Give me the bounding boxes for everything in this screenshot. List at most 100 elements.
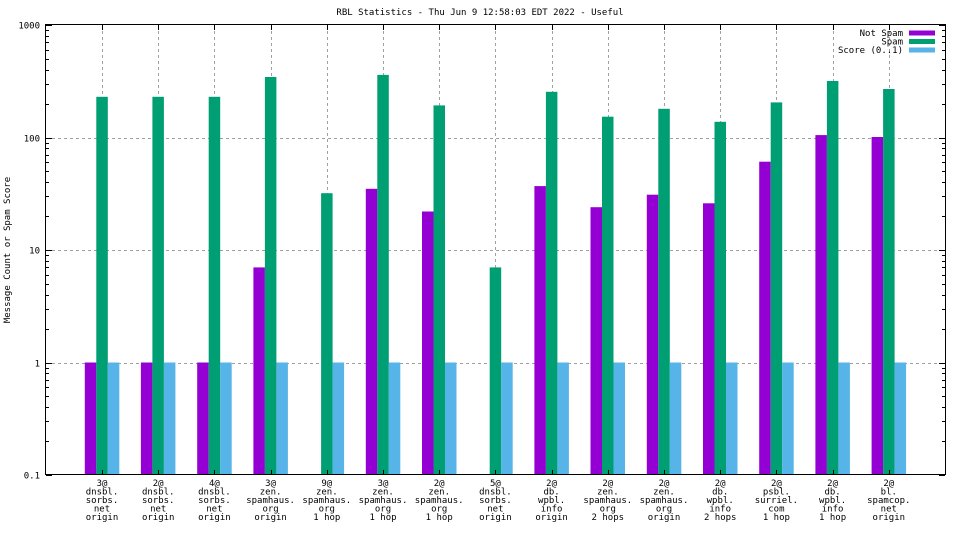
bar-score-0-1 [838,362,850,475]
x-tick-label: 2@ zen. spamhaus. org origin [640,479,689,523]
x-tick-label-line: org [656,505,672,515]
bar-score-0-1 [220,362,232,475]
x-tick-label-line: 1 hop [819,513,846,523]
bar-spam [658,108,670,476]
y-axis-label: Message Count or Spam Score [3,177,13,323]
x-tick-label-line: 2@ [153,479,164,489]
bar-not-spam [84,362,97,475]
x-tick-label-line: origin [873,513,906,523]
x-tick-label-line: origin [86,513,119,523]
bar-spam [545,91,558,476]
x-tick-label-line: org [375,505,391,515]
x-tick-label-line: wpbl. [707,496,734,506]
bar-score-0-1 [332,362,345,475]
x-tick-label: 3@ dnsbl. sorbs. net origin [86,479,119,523]
bar-not-spam [534,186,546,475]
x-tick-label-line: sorbs. [86,496,119,506]
bar-score-0-1 [669,362,682,475]
x-tick-label-line: 2@ [883,479,894,489]
x-tick-label-line: db. [543,488,559,498]
x-tick-label-line: 2@ [602,479,613,489]
x-tick-label-line: zen. [653,488,675,498]
legend-swatch [909,39,935,44]
x-tick-label-line: zen. [260,488,282,498]
legend-swatch [909,47,935,53]
x-tick-label: 2@ dnsbl. sorbs. net origin [142,479,175,523]
x-tick-label-line: spamhaus. [640,496,689,506]
bar-score-0-1 [163,362,176,475]
bar-score-0-1 [107,362,120,475]
x-tick-label-line: zen. [428,488,450,498]
x-tick-label-line: dnsbl. [86,488,119,498]
bar-spam [883,89,895,475]
bar-spam [321,193,333,475]
x-tick-label: 3@ zen. spamhaus. org origin [246,479,295,523]
x-tick-label-line: origin [254,513,287,523]
bar-score-0-1 [557,362,569,475]
x-tick-label-line: spamhaus. [246,496,295,506]
x-tick-label-line: db. [824,488,840,498]
x-tick-label-line: net [150,505,166,515]
x-tick-label-line: net [206,505,222,515]
x-tick-label-line: spamhaus. [583,496,632,506]
x-tick-label-line: 5@ [490,479,501,489]
bar-score-0-1 [894,362,907,475]
x-tick-label-line: spamcop. [867,496,910,506]
x-tick-label-line: 2@ [434,479,445,489]
x-tick-label-line: com [768,505,784,515]
chart-title: RBL Statistics - Thu Jun 9 12:58:03 EDT … [336,8,623,18]
bar-score-0-1 [782,362,794,475]
bar-spam [96,96,108,476]
x-tick-label-line: bl. [881,488,897,498]
legend-label: Not Spam [860,29,903,39]
x-tick-label: 9@ zen. spamhaus. org 1 hop [302,479,351,523]
x-tick-label-line: origin [535,513,568,523]
bar-not-spam [703,203,715,476]
x-tick-label-line: info [709,505,731,515]
x-tick-label-line: org [319,505,335,515]
x-tick-label-line: wpbl. [819,496,846,506]
bar-spam [433,105,445,476]
x-tick-label-line: sorbs. [198,496,231,506]
x-tick-label-line: 3@ [97,479,108,489]
bar-not-spam [871,137,884,475]
x-tick-label-line: spamhaus. [415,496,464,506]
bar-not-spam [422,211,434,475]
bar-spam [489,267,502,475]
bar-spam [152,96,164,476]
x-tick-label: 5@ dnsbl. sorbs. net origin [479,479,512,523]
x-tick-label-line: 1 hop [426,513,453,523]
x-tick-label: 2@ psbl. surriel. com 1 hop [755,479,798,523]
x-tick-label-line: db. [712,488,728,498]
x-tick-label-line: sorbs. [479,496,512,506]
x-tick-label-line: dnsbl. [142,488,175,498]
bar-not-spam [646,194,659,475]
x-tick-label-line: 3@ [378,479,389,489]
x-tick-label-line: 2@ [771,479,782,489]
bar-spam [826,81,839,475]
bar-score-0-1 [726,362,738,475]
x-tick-label: 2@ db. wpbl. info 2 hops [704,479,737,523]
x-tick-label: 3@ zen. spamhaus. org 1 hop [359,479,408,523]
x-tick-label-line: info [541,505,563,515]
x-tick-label-line: origin [142,513,175,523]
x-tick-label-line: org [431,505,447,515]
x-tick-label-line: zen. [597,488,619,498]
bar-score-0-1 [388,362,401,475]
x-tick-label-line: zen. [372,488,394,498]
bar-spam [770,102,783,476]
y-tick-label: 100 [24,135,40,145]
x-tick-label-line: 2@ [715,479,726,489]
x-tick-label-line: 1 hop [313,513,340,523]
x-tick-label-line: origin [648,513,681,523]
bar-spam [264,77,277,475]
bar-score-0-1 [613,362,625,475]
y-tick-label: 1000 [18,22,40,32]
bar-not-spam [815,135,827,475]
x-tick-label-line: sorbs. [142,496,175,506]
x-tick-label-line: 9@ [321,479,332,489]
x-tick-label-line: 1 hop [369,513,396,523]
x-tick-label-line: wpbl. [538,496,565,506]
